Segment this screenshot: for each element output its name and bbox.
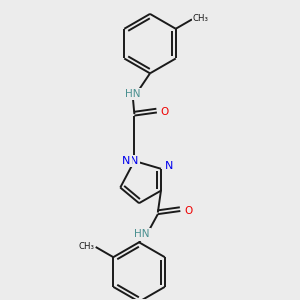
Text: HN: HN (134, 230, 150, 239)
Text: HN: HN (125, 89, 140, 99)
Text: O: O (160, 107, 169, 118)
Text: CH₃: CH₃ (193, 14, 209, 23)
Text: O: O (184, 206, 192, 216)
Text: CH₃: CH₃ (78, 242, 94, 251)
Text: N: N (122, 156, 131, 166)
Text: N: N (130, 156, 139, 166)
Text: N: N (165, 161, 173, 171)
